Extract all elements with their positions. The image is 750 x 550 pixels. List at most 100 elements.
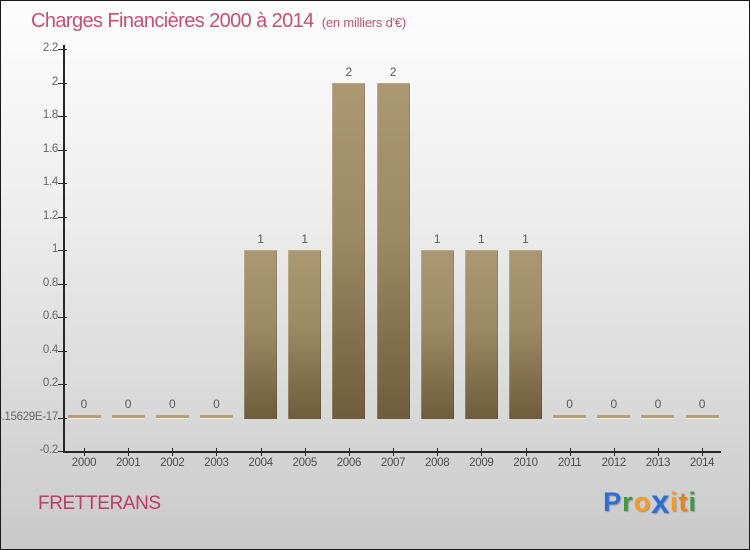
proxiti-logo[interactable]: Proxiti <box>603 483 697 520</box>
bar-value-label: 0 <box>213 396 220 411</box>
y-axis-tick <box>58 350 67 352</box>
logo-letter-i: i <box>669 487 679 517</box>
y-axis-tick <box>58 149 67 151</box>
y-axis-tick <box>58 116 67 117</box>
x-axis-tick <box>525 448 527 456</box>
x-tick-label: 2009 <box>469 457 494 469</box>
x-axis-tick <box>481 448 483 456</box>
x-axis-tick <box>128 448 130 456</box>
y-tick-label: 0.2 <box>42 377 58 389</box>
bar-value-label: 1 <box>257 232 264 246</box>
bar-value-label: 0 <box>610 396 618 411</box>
bar-2001 <box>111 414 145 419</box>
x-axis-tick <box>84 448 85 456</box>
bar-value-label: 1 <box>433 232 441 246</box>
bar-2008 <box>420 250 454 419</box>
y-axis-tick <box>58 283 67 285</box>
logo-letter-P: P <box>603 487 623 517</box>
y-tick-label: 1.6 <box>42 142 58 155</box>
y-axis-tick <box>58 82 67 84</box>
x-axis-tick <box>172 448 174 456</box>
entity-name: FRETTERANS <box>38 493 161 514</box>
y-tick-label: 1.2 <box>42 209 58 222</box>
x-axis-tick <box>393 448 395 456</box>
logo-letter-r: r <box>622 487 634 517</box>
x-tick-label: 2005 <box>292 457 318 469</box>
bar-2013 <box>641 414 675 419</box>
x-axis-tick <box>702 448 704 456</box>
x-tick-label: 2008 <box>424 457 450 469</box>
y-axis-tick <box>58 183 67 184</box>
x-tick-label: 2013 <box>645 457 671 469</box>
y-axis-tick <box>58 49 67 50</box>
y-tick-label: 0.8 <box>42 276 58 289</box>
bar-value-label: 1 <box>301 232 309 246</box>
bar-2011 <box>553 414 587 419</box>
x-tick-label: 2014 <box>689 457 715 469</box>
bar-value-label: 1 <box>522 232 529 246</box>
y-tick-label: 0.4 <box>42 343 58 356</box>
bar-2010 <box>509 250 542 419</box>
x-tick-label: 2001 <box>115 457 141 469</box>
bar-2007 <box>376 82 410 419</box>
x-tick-label: 2007 <box>380 457 406 469</box>
y-tick-label: -4.15629E-17 <box>1 410 58 423</box>
bar-2012 <box>597 414 631 419</box>
y-tick-label: -0.2 <box>39 444 58 456</box>
bar-2006 <box>332 82 366 419</box>
x-axis-tick <box>304 448 306 456</box>
x-tick-label: 2003 <box>204 457 229 469</box>
y-axis-tick <box>58 317 67 318</box>
x-axis-line <box>63 451 721 453</box>
y-tick-label: 2.2 <box>42 42 58 54</box>
y-axis-tick <box>58 384 67 385</box>
y-tick-label: 0.6 <box>42 310 58 322</box>
chart-header: Charges Financières 2000 à 2014 (en milli… <box>31 10 406 33</box>
chart-subtitle: (en milliers d'€) <box>321 15 407 30</box>
bar-2002 <box>155 414 189 419</box>
logo-letter-x: x <box>651 483 670 520</box>
bar-2009 <box>464 250 498 419</box>
x-axis-tick <box>613 448 615 456</box>
y-tick-label: 1 <box>51 243 58 255</box>
y-axis-tick <box>58 417 67 419</box>
y-axis-tick <box>58 216 67 218</box>
y-tick-label: 2 <box>51 75 58 88</box>
x-tick-label: 2004 <box>248 457 273 469</box>
bar-2014 <box>685 414 719 419</box>
bar-2004 <box>244 250 278 419</box>
logo-letter-o: o <box>633 487 652 517</box>
y-axis-tick <box>58 250 67 251</box>
x-axis-tick <box>260 448 262 456</box>
bar-2003 <box>199 414 233 419</box>
x-tick-label: 2011 <box>557 457 582 469</box>
x-axis-tick <box>569 448 571 456</box>
bar-value-label: 2 <box>345 64 353 79</box>
bar-2000 <box>67 414 101 419</box>
bar-value-label: 0 <box>566 396 573 411</box>
x-tick-label: 2000 <box>71 457 97 469</box>
bar-2005 <box>288 250 322 419</box>
bar-value-label: 1 <box>478 232 485 246</box>
x-tick-label: 2010 <box>513 457 538 469</box>
x-axis-tick <box>657 448 659 456</box>
y-axis-line <box>63 45 65 453</box>
x-tick-label: 2012 <box>601 457 627 469</box>
bar-value-label: 2 <box>389 64 397 79</box>
bar-value-label: 0 <box>654 396 662 411</box>
x-tick-label: 2002 <box>160 457 185 469</box>
bar-value-label: 0 <box>124 396 132 411</box>
y-axis-tick <box>58 451 67 452</box>
x-axis-tick <box>437 448 439 456</box>
x-tick-label: 2006 <box>336 457 362 469</box>
bar-value-label: 0 <box>80 396 88 411</box>
chart-title: Charges Financières 2000 à 2014 <box>31 10 314 32</box>
y-tick-label: 1.4 <box>42 176 58 188</box>
x-axis-tick <box>216 448 218 456</box>
bar-value-label: 0 <box>698 396 706 411</box>
logo-letter-i: i <box>688 487 697 517</box>
y-tick-label: 1.8 <box>42 109 58 121</box>
bar-value-label: 0 <box>168 396 176 411</box>
